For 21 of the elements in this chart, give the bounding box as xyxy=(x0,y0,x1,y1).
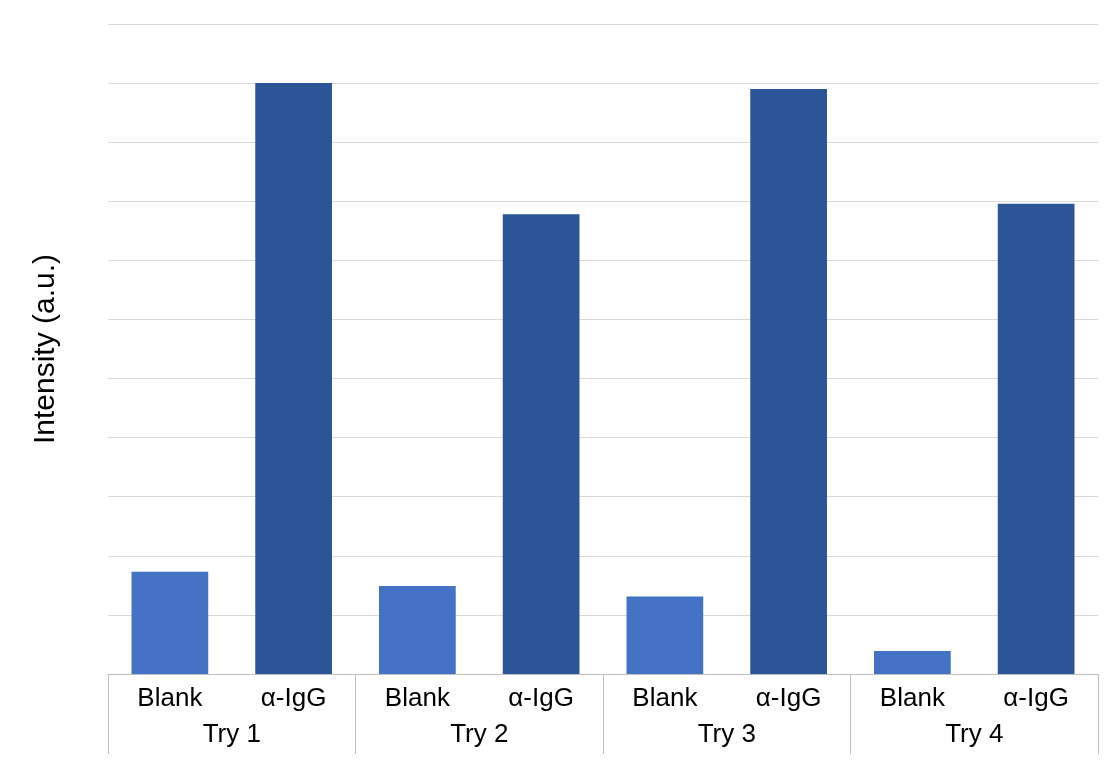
text: Try 4 xyxy=(945,718,1004,748)
bar xyxy=(750,89,827,674)
x-tick-label: α-IgG xyxy=(260,682,327,712)
x-tick-label: Blank xyxy=(879,682,946,712)
bar xyxy=(626,596,704,674)
bar xyxy=(874,650,951,674)
bar xyxy=(379,585,456,674)
x-tick-label: α-IgG xyxy=(508,682,574,712)
x-tick-label: Blank xyxy=(632,682,699,712)
x-tick-label: α-IgG xyxy=(1003,682,1069,712)
y-axis-title: Intensity (a.u.) xyxy=(26,253,60,445)
bar xyxy=(997,203,1075,674)
bar xyxy=(131,571,209,674)
bar xyxy=(502,214,580,674)
x-tick-label: Blank xyxy=(384,682,451,712)
bar xyxy=(255,83,332,674)
text: Try 1 xyxy=(202,718,261,748)
x-tick-label: α-IgG xyxy=(755,682,822,712)
text: Try 3 xyxy=(697,718,756,748)
text: Try 2 xyxy=(450,718,509,748)
x-tick-label: Blank xyxy=(137,682,204,712)
